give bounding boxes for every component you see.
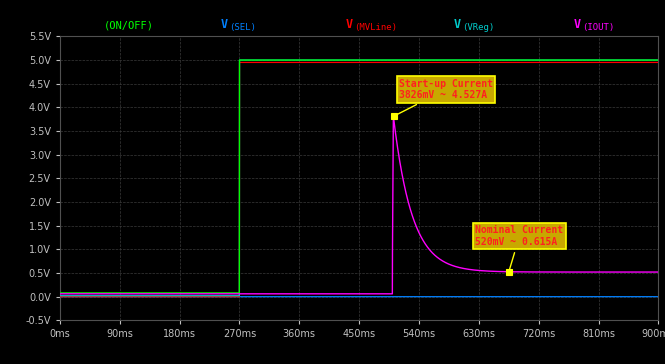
Text: (VReg): (VReg) [462,23,494,32]
Text: Nominal Current
520mV ~ 0.615A: Nominal Current 520mV ~ 0.615A [475,225,564,269]
Text: V: V [220,18,227,31]
Text: V: V [454,18,461,31]
Text: Start-up Current
3826mV ~ 4.527A: Start-up Current 3826mV ~ 4.527A [397,79,493,115]
Text: (MVLine): (MVLine) [354,23,397,32]
Text: (SEL): (SEL) [229,23,255,32]
Text: (ON/OFF): (ON/OFF) [104,21,154,31]
Text: (IOUT): (IOUT) [582,23,614,32]
Text: V: V [573,18,581,31]
Text: V: V [346,18,353,31]
